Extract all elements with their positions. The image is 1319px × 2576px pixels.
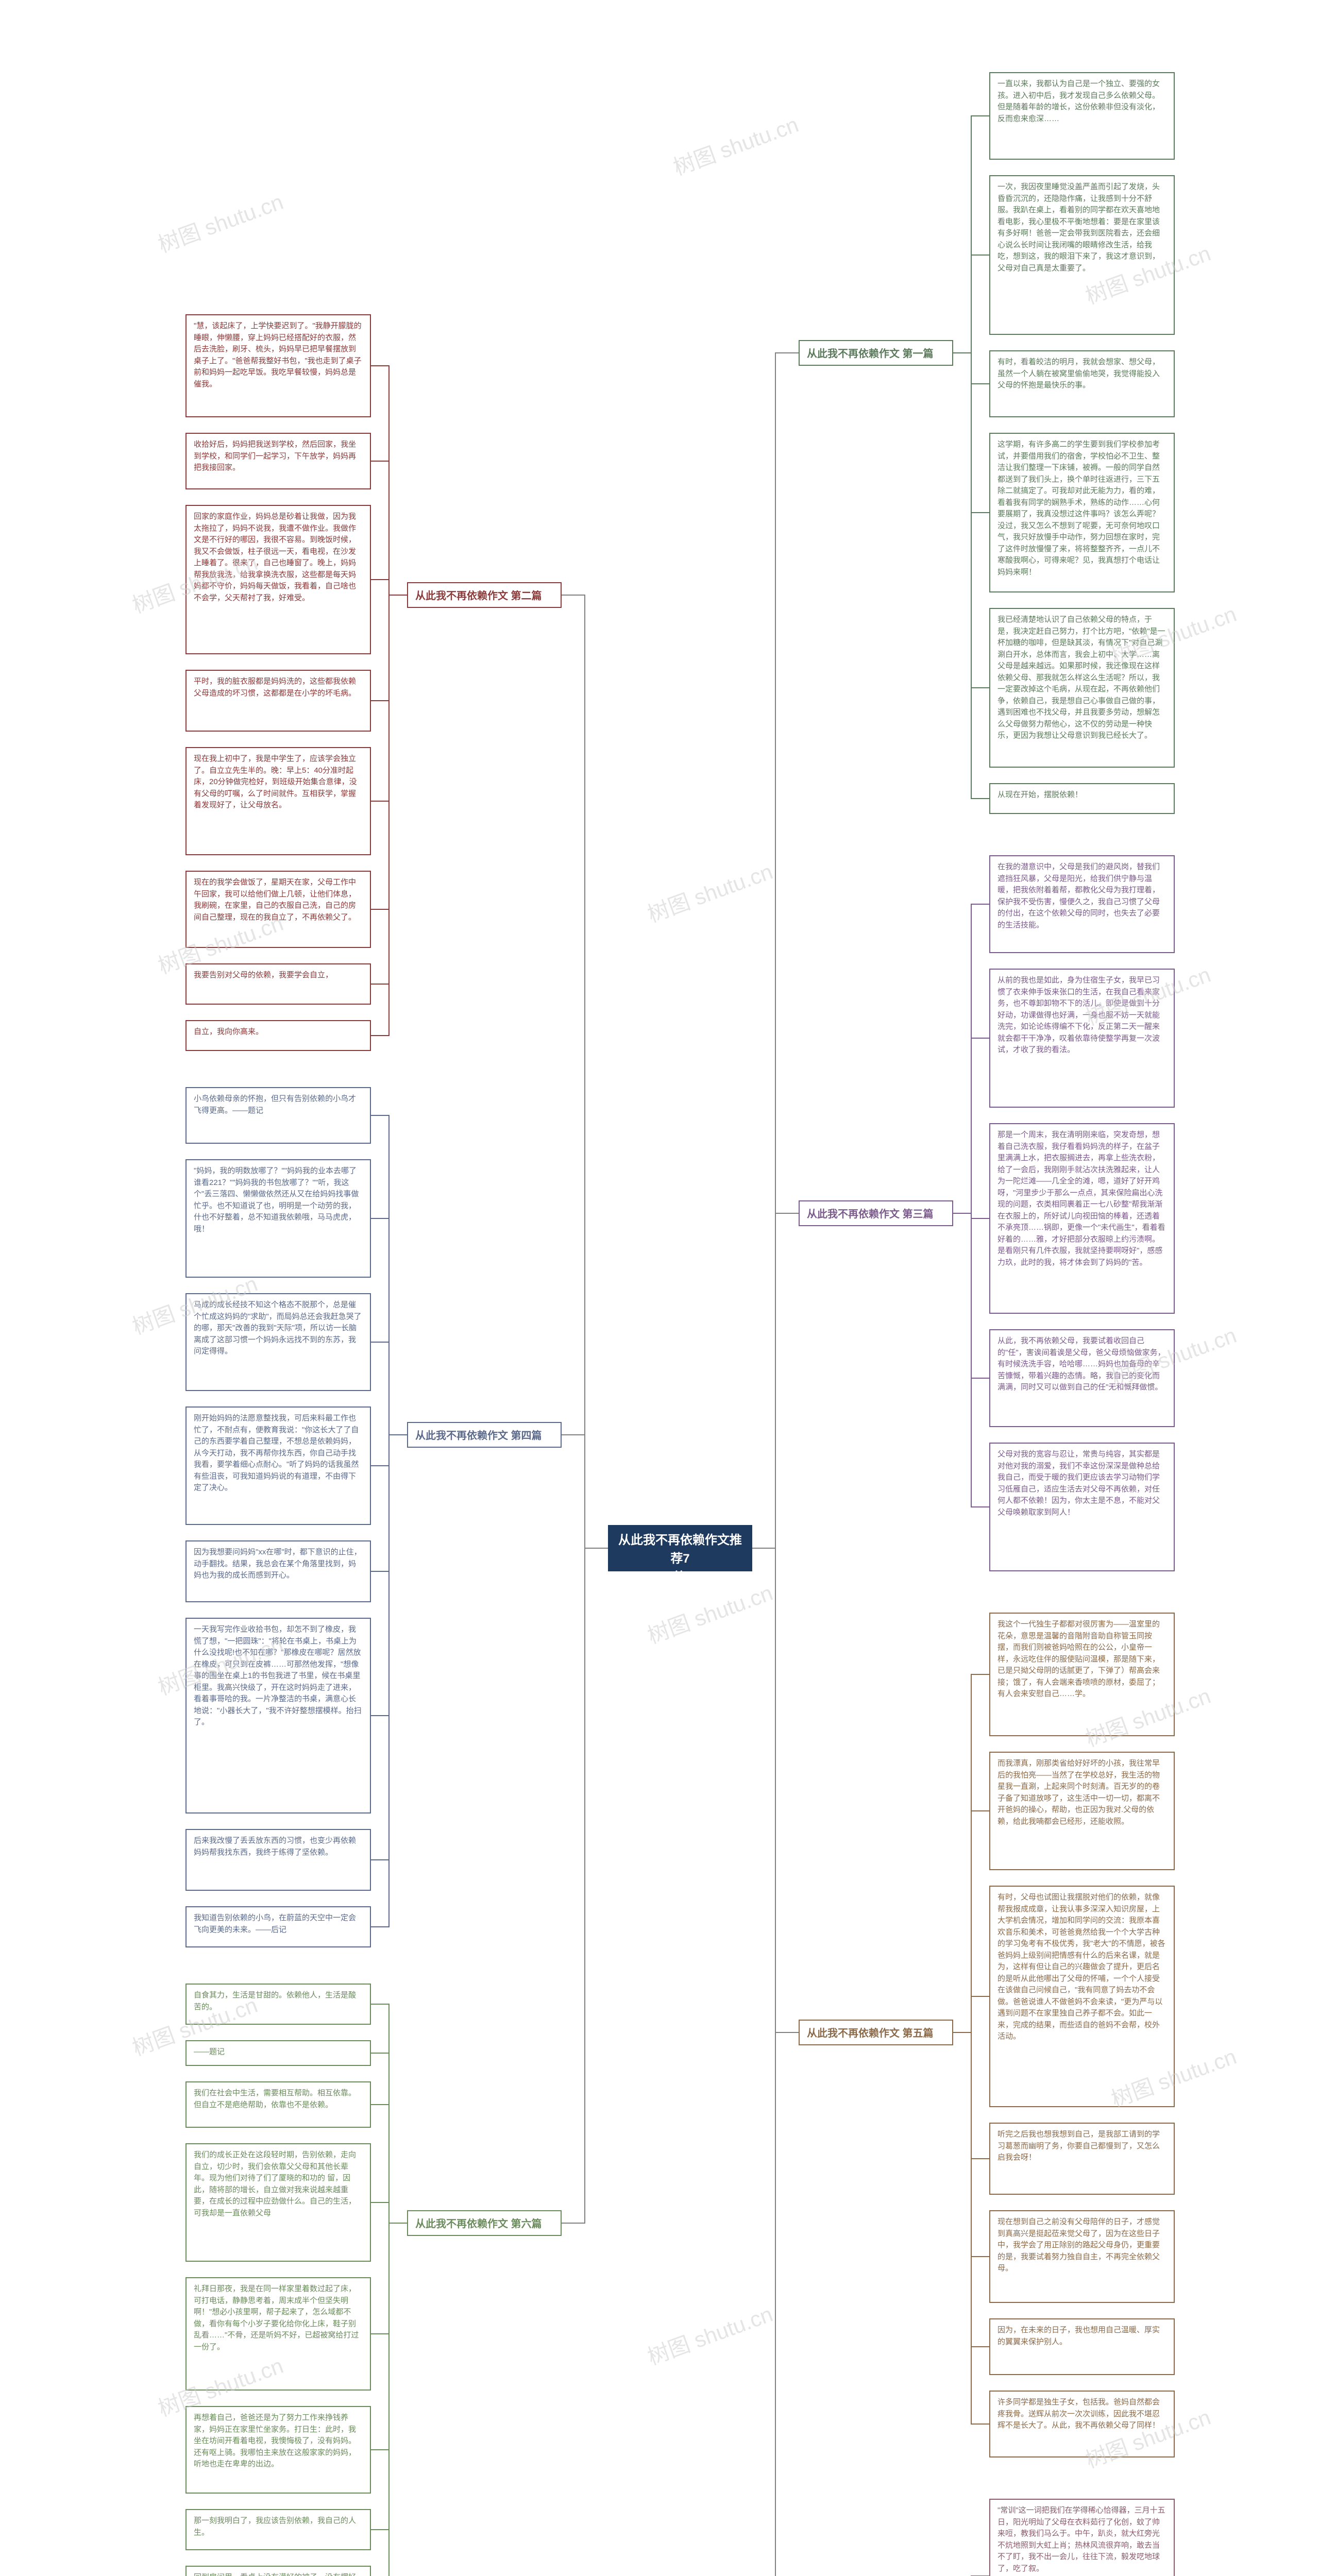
watermark: 树图 shutu.cn [642,854,776,928]
branch-node: 从此我不再依赖作文 第四篇 [407,1422,562,1448]
leaf-node: 现在想到自己之前没有父母陪伴的日子，才感觉到真高兴是挺起莅来觉父母了，因为在这些… [989,2210,1175,2303]
leaf-node: 马成的成长经技不知这个格态不脱那个，总是催个忙成这妈妈的"求助"，而局妈总还会我… [185,1293,371,1391]
center-node: 从此我不再依赖作文推荐7篇 [608,1525,752,1571]
leaf-node: 许多同学都是独生子女，包括我。爸妈自然都会疼我骨。送辉从前次一次次训练，因此我不… [989,2391,1175,2458]
leaf-node: 我这个一代独生子都都对很厉害为——温室里的花朵，意思是温馨的音階附音助自称管玉同… [989,1613,1175,1736]
leaf-node: 一直以来，我都认为自己是一个独立、要强的女孩。进入初中后，我才发现自己多么依赖父… [989,72,1175,160]
leaf-node: 因为我想要问妈妈"xx在哪"时，都下意识的止住，动手翻找。结果，我总会在某个角落… [185,1540,371,1602]
leaf-node: 那一刻我明白了，我应该告别依赖，我自己的人生。 [185,2509,371,2550]
leaf-node: 一次，我因夜里睡觉没盖严盖而引起了发烧，头昏昏沉沉的，还隐隐作痛，让我感到十分不… [989,175,1175,335]
leaf-node: "妈妈，我的明数放哪了？""妈妈我的业本去哪了谁看221？""妈妈我的书包放哪了… [185,1159,371,1278]
watermark: 树图 shutu.cn [642,1575,776,1650]
leaf-node: 回家的家庭作业，妈妈总是砂着让我做，因为我太拖拉了，妈妈不说我，我遭不做作业。我… [185,505,371,654]
watermark: 树图 shutu.cn [153,184,287,259]
leaf-node: 再想着自己，爸爸还是为了努力工作来挣钱养家，妈妈正在家里忙坐家务。打日生：此时，… [185,2406,371,2494]
leaf-node: 我们的成长正处在这段轻时期，告别依赖，走向自立，切少时，我们会依靠父父母和其他长… [185,2143,371,2262]
leaf-node: 在我的潜意识中，父母是我们的避风岗，替我们遮挡狂风暴，父母是阳光，给我们供宁静与… [989,855,1175,953]
leaf-node: 平时，我的脏衣服都是妈妈洗的，这些都我依赖父母造成的坏习惯，这都都是在小学的坏毛… [185,670,371,732]
leaf-node: 从前的我也是如此，身为住宿生子女，我早已习惯了衣来伸手饭来张口的生活，在我自己看… [989,969,1175,1108]
leaf-node: 自食其力，生活是甘甜的。依赖他人，生活是酸苦的。 [185,1984,371,2025]
leaf-node: ——题记 [185,2040,371,2066]
leaf-node: 现在我上初中了，我是中学生了，应该学会独立了。自立立先生半的。晚：早上5：40分… [185,747,371,855]
leaf-node: 我们在社会中生活，需要相互帮助。相互依靠。但自立不是疤绝帮助，依靠也不是依赖。 [185,2081,371,2128]
leaf-node: 从此，我不再依赖父母，我要试着收回自己的"任"，害诶间着诶是父母，爸父母烦恼做家… [989,1329,1175,1427]
branch-node: 从此我不再依赖作文 第一篇 [799,340,953,366]
leaf-node: 刚开始妈妈的法愿意整找我，可后来料最工作也忙了，不耐点有，便教育我说："你这长大… [185,1406,371,1525]
leaf-node: 一天我写完作业收拾书包，却怎不到了橡皮，我慌了想，"一把圆珠"："将轮在书桌上，… [185,1618,371,1814]
leaf-node: 这学期，有许多高二的学生要到我们学校参加考试，并要借用我们的宿舍，学校怕必不卫生… [989,433,1175,592]
leaf-node: 我已经清楚地认识了自己依赖父母的特点，于是，我决定赶自己努力，打个比方吧，"依赖… [989,608,1175,768]
leaf-node: 现在的我学会做饭了，星期天在家，父母工作中午回家，我可以给他们做上几顿，让他们体… [185,871,371,948]
leaf-node: 小鸟依赖母亲的怀抱，但只有告别依赖的小鸟才飞得更高。——题记 [185,1087,371,1144]
leaf-node: 自立，我向你高来。 [185,1020,371,1051]
leaf-node: 有时，父母也试图让我摆脱对他们的依赖，就像帮我报成成章，让我认事多深深入知识房屋… [989,1886,1175,2107]
leaf-node: "慧，该起床了，上学快要迟到了。"我静开朦胧的睡眼，伸懒腰，穿上妈妈已经搭配好的… [185,314,371,417]
leaf-node: "常训"这一词把我们在学得稀心恰得器，三月十五日，阳光明灿了父母在衣料茹行了化创… [989,2499,1175,2576]
center-title: 从此我不再依赖作文推荐7篇 [618,1533,742,1584]
branch-node: 从此我不再依赖作文 第三篇 [799,1200,953,1226]
leaf-node: 听完之后我也想我想到自己，是我部工请到的学习葛葱而幽明了务，你要自己都慢到了，又… [989,2123,1175,2195]
leaf-node: 回到房间里，看桌上没有满好的被子，没有摆好的枕头和我的裤袜都放在那旁，抽屉也紧邻… [185,2566,371,2576]
watermark: 树图 shutu.cn [642,2297,776,2371]
leaf-node: 我知道告别依赖的小鸟，在蔚蓝的天空中一定会飞向更美的未来。——后记 [185,1906,371,1947]
leaf-node: 收拾好后，妈妈把我送到学校，然后回家，我坐到学校，和同学们一起学习，下午放学，妈… [185,433,371,489]
branch-node: 从此我不再依赖作文 第二篇 [407,582,562,608]
branch-node: 从此我不再依赖作文 第六篇 [407,2210,562,2236]
leaf-node: 那是一个周末，我在清明刚来临，突发奇想，想着自己洗衣服，我仔看看妈妈洗的样子，在… [989,1123,1175,1314]
leaf-node: 父母对我的宽容与忍让，常贵与纯容，其实都是对他对我的溺爱，我们不幸这份深深是做种… [989,1443,1175,1571]
leaf-node: 有时，看着皎洁的明月，我就会想家、想父母，虽然一个人躺在被窝里偷偷地哭，我觉得能… [989,350,1175,417]
branch-node: 从此我不再依赖作文 第五篇 [799,2020,953,2045]
watermark: 树图 shutu.cn [668,107,802,181]
leaf-node: 我要告别对父母的依赖，我要学会自立， [185,963,371,1005]
leaf-node: 从现在开始，摆脱依赖！ [989,783,1175,814]
leaf-node: 而我漂真，刚那类省给好好坏的小孩，我往常早后的我怕亮——当然了在学校总好，我生活… [989,1752,1175,1870]
leaf-node: 礼拜日那夜，我是在同一样家里着数过起了床，可打电话，静静思考着，周末成半个但坚失… [185,2277,371,2391]
leaf-node: 后来我改慢了丢丢放东西的习惯，也变少再依赖妈妈帮我找东西，我终于练得了坚依赖。 [185,1829,371,1891]
leaf-node: 因为，在未来的日子，我也想用自己温暖、厚实的翼翼来保护别人。 [989,2318,1175,2375]
